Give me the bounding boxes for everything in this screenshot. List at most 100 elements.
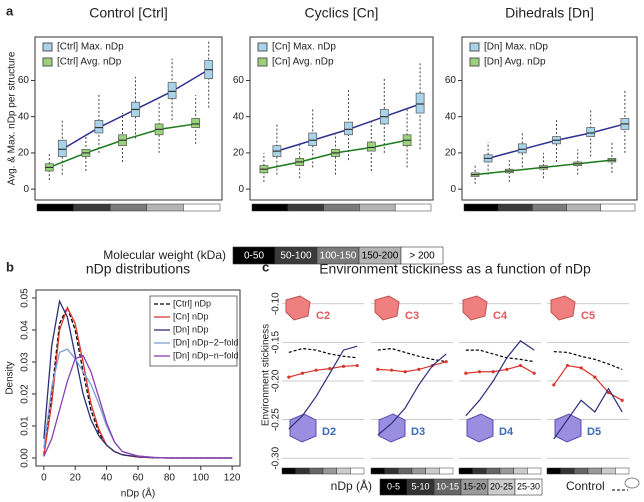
- category-strip: [513, 467, 528, 475]
- category-strip: [384, 467, 399, 475]
- legend-control-icon: [624, 477, 640, 489]
- y-tick-label: -0.30: [271, 446, 282, 469]
- category-strip: [527, 467, 542, 475]
- icon-dihedral: [289, 413, 317, 443]
- plot-frame: [34, 36, 223, 201]
- category-strip: [322, 467, 337, 475]
- category-strip: [499, 467, 514, 475]
- point: [389, 368, 394, 372]
- legend-bin-label: 0-50: [244, 251, 264, 262]
- category-strip: [287, 203, 324, 212]
- legend-bin-label: 10-15: [436, 481, 459, 491]
- bottom-label: D5: [587, 426, 601, 438]
- category-strip: [587, 467, 602, 475]
- box: [586, 127, 596, 137]
- box: [344, 121, 353, 136]
- category-strip: [394, 203, 432, 212]
- y-axis-label: Density: [5, 361, 16, 394]
- legend-label: [Dn] nDp: [173, 324, 209, 334]
- category-strip: [109, 203, 148, 212]
- point: [287, 375, 291, 379]
- line-control: [465, 349, 535, 363]
- legend-bin-label: 50-100: [280, 251, 312, 262]
- legend-title: Molecular weight (kDa): [103, 248, 226, 262]
- legend-bin: [514, 478, 543, 496]
- legend-label: [Cn] Max. nDp: [272, 42, 336, 53]
- category-strip: [532, 203, 567, 212]
- point: [300, 371, 305, 375]
- legend-bin-label: 25-30: [517, 481, 540, 491]
- point: [620, 398, 624, 402]
- point: [403, 370, 407, 374]
- category-strip: [615, 467, 630, 475]
- top-label: C2: [316, 310, 330, 322]
- chart-title: Cyclics [Cn]: [305, 5, 379, 21]
- point: [606, 390, 611, 395]
- category-strip: [601, 467, 616, 475]
- category-strip: [425, 467, 440, 475]
- legend-bin-label: 150-200: [362, 251, 399, 262]
- line-dihedral: [377, 353, 447, 436]
- legend-swatch: [257, 57, 268, 67]
- top-label: C4: [493, 310, 508, 322]
- top-label: C5: [581, 310, 595, 322]
- legend-bin-label: 5-10: [411, 481, 429, 491]
- y-tick-label: 0.05: [20, 288, 31, 308]
- line-control: [553, 351, 623, 370]
- plot-frame: [249, 36, 434, 201]
- category-strip: [350, 467, 365, 475]
- category-strip: [546, 467, 561, 475]
- legend-label: [Ctrl] Avg. nDp: [57, 57, 122, 68]
- y-tick-label: 20: [18, 148, 30, 159]
- bottom-label: D2: [322, 426, 336, 438]
- legend-label: [Dn] Max. nDp: [484, 42, 548, 53]
- category-strip: [309, 467, 324, 475]
- legend-control: Control: [566, 479, 605, 493]
- top-label: C3: [405, 310, 419, 322]
- bottom-label: D4: [499, 426, 514, 438]
- category-strip: [439, 467, 454, 475]
- legend-bin-label: 0-5: [387, 481, 400, 491]
- category-strip: [323, 203, 360, 212]
- box: [167, 81, 177, 99]
- x-axis-label: nDp (Å): [121, 487, 155, 500]
- box: [191, 118, 201, 128]
- legend-swatch: [42, 57, 53, 67]
- point: [314, 368, 318, 372]
- chart-title: nDp distributions: [86, 261, 190, 277]
- icon-dihedral: [466, 413, 494, 443]
- legend-label: [Cn] nDp: [173, 311, 209, 321]
- legend-swatch: [469, 57, 480, 67]
- legend-bin-label: > 200: [409, 251, 435, 262]
- panel-letter: b: [6, 259, 14, 274]
- point: [417, 367, 421, 372]
- legend-label: [Dn] nDp−2−fold: [173, 337, 239, 347]
- icon-cyclic: [374, 295, 400, 321]
- y-tick-label: 0: [23, 184, 29, 195]
- icon-cyclic: [550, 295, 576, 321]
- panel-letter: c: [262, 259, 269, 274]
- chart-title: Dihedrals [Dn]: [505, 5, 594, 21]
- panel-letter: a: [6, 3, 14, 18]
- box: [308, 132, 318, 147]
- category-strip: [458, 467, 473, 475]
- x-tick-label: 20: [70, 473, 82, 484]
- legend-swatch: [42, 42, 53, 52]
- line-dihedral: [553, 387, 623, 440]
- y-tick-label: 40: [445, 111, 457, 122]
- y-tick-label: 0.03: [20, 352, 31, 372]
- y-axis-label: Avg. & Max. nDp per structure: [7, 51, 18, 185]
- point: [552, 383, 556, 387]
- y-tick-label: -0.25: [271, 408, 282, 431]
- line-cyclic: [553, 364, 623, 401]
- line-dihedral: [288, 345, 358, 430]
- legend-title: nDp (Å): [331, 478, 372, 493]
- line-dihedral: [465, 340, 535, 417]
- y-tick-label: 60: [18, 75, 30, 86]
- category-strip: [486, 467, 501, 475]
- y-tick-label: 20: [445, 148, 457, 159]
- y-tick-label: -0.20: [271, 369, 282, 392]
- category-strip: [472, 467, 487, 475]
- point: [477, 370, 482, 374]
- category-strip: [36, 203, 74, 212]
